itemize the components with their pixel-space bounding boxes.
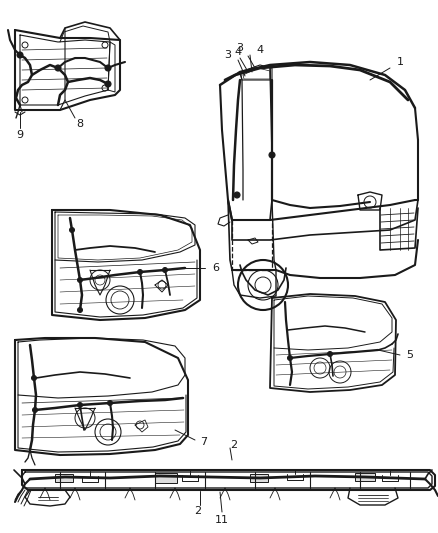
Circle shape: [78, 402, 82, 408]
Circle shape: [138, 270, 142, 274]
Text: 7: 7: [200, 437, 207, 447]
Circle shape: [105, 81, 111, 87]
Circle shape: [269, 152, 275, 158]
Text: 11: 11: [215, 515, 229, 525]
Text: 6: 6: [212, 263, 219, 273]
Circle shape: [78, 308, 82, 312]
Text: 8: 8: [77, 119, 84, 129]
Circle shape: [17, 52, 23, 58]
Bar: [155, 473, 177, 483]
Bar: [250, 474, 268, 482]
Text: 2: 2: [194, 506, 201, 516]
Circle shape: [162, 268, 167, 272]
Circle shape: [287, 356, 293, 360]
Text: 5: 5: [406, 350, 413, 360]
Bar: [55, 474, 73, 482]
Text: 9: 9: [17, 130, 24, 140]
Circle shape: [105, 65, 111, 71]
Circle shape: [70, 228, 74, 232]
Text: 3: 3: [225, 50, 232, 60]
Text: 1: 1: [396, 57, 403, 67]
Circle shape: [78, 278, 82, 282]
Text: 3: 3: [237, 43, 244, 53]
Circle shape: [55, 65, 61, 71]
Circle shape: [32, 408, 38, 413]
Text: 4: 4: [234, 47, 242, 57]
Circle shape: [32, 376, 36, 381]
Circle shape: [234, 192, 240, 198]
Text: 2: 2: [230, 440, 237, 450]
Bar: [355, 473, 375, 481]
Circle shape: [107, 400, 113, 406]
Text: 4: 4: [256, 45, 264, 55]
Circle shape: [328, 351, 332, 357]
